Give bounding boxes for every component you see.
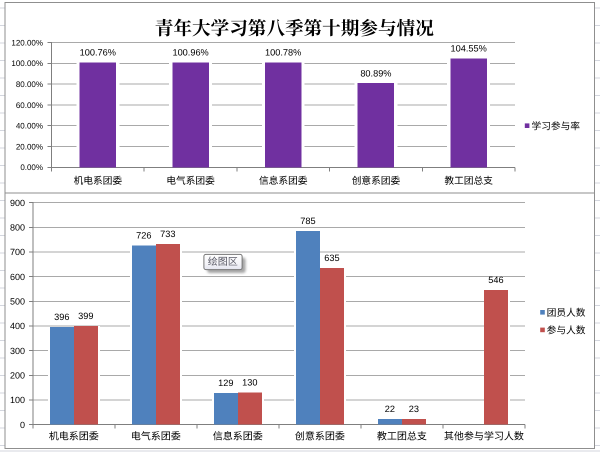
svg-text:22: 22 — [385, 404, 395, 414]
svg-text:396: 396 — [54, 312, 69, 322]
svg-text:129: 129 — [218, 378, 233, 388]
svg-text:120.00%: 120.00% — [11, 38, 43, 47]
svg-text:80.89%: 80.89% — [360, 68, 391, 78]
svg-text:100.76%: 100.76% — [80, 48, 116, 58]
svg-text:700: 700 — [10, 247, 25, 257]
svg-text:100.78%: 100.78% — [265, 48, 301, 58]
svg-text:546: 546 — [488, 275, 503, 285]
svg-text:785: 785 — [300, 216, 315, 226]
svg-text:80.00%: 80.00% — [16, 80, 43, 89]
svg-text:100.00%: 100.00% — [11, 59, 43, 68]
svg-text:726: 726 — [136, 231, 151, 241]
svg-text:399: 399 — [78, 311, 93, 321]
svg-text:40.00%: 40.00% — [16, 122, 43, 131]
svg-text:104.55%: 104.55% — [451, 44, 487, 54]
svg-text:60.00%: 60.00% — [16, 101, 43, 110]
svg-text:20.00%: 20.00% — [16, 142, 43, 151]
svg-text:200: 200 — [10, 371, 25, 381]
svg-text:100.96%: 100.96% — [172, 47, 208, 57]
svg-text:500: 500 — [10, 297, 25, 307]
svg-text:0.00%: 0.00% — [20, 163, 43, 172]
svg-text:900: 900 — [10, 198, 25, 208]
svg-text:635: 635 — [324, 253, 339, 263]
svg-text:600: 600 — [10, 272, 25, 282]
svg-text:400: 400 — [10, 321, 25, 331]
svg-text:130: 130 — [242, 378, 257, 388]
svg-text:23: 23 — [409, 404, 419, 414]
svg-text:100: 100 — [10, 395, 25, 405]
svg-text:300: 300 — [10, 346, 25, 356]
svg-text:800: 800 — [10, 223, 25, 233]
svg-text:733: 733 — [160, 229, 175, 239]
svg-text:0: 0 — [20, 420, 25, 430]
